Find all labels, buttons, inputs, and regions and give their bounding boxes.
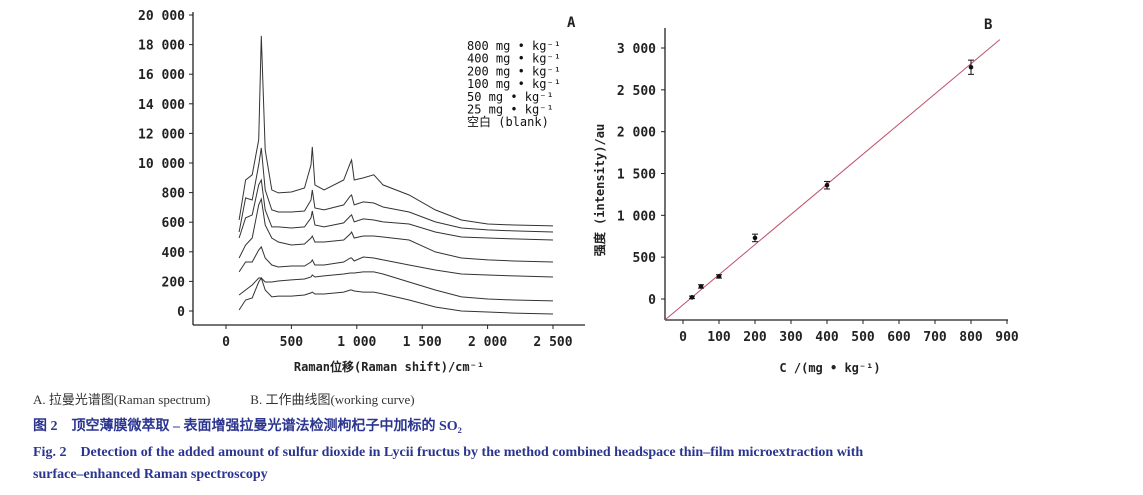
chart-b-x-tick-label: 500	[851, 330, 875, 345]
chart-b-x-tick-label: 200	[743, 330, 767, 345]
chart-a-legend-entry: 200 mg • kg⁻¹	[467, 64, 561, 78]
chart-b-data-point	[824, 182, 830, 188]
chart-b-y-label: 强度 (intensity)/au	[592, 124, 607, 256]
chart-a-y-tick-label: 400	[162, 246, 186, 261]
chart-b-y-tick-label: 2 000	[617, 126, 656, 141]
chart-a-y-tick-label: 0	[177, 305, 185, 320]
chart-a-series-line	[238, 271, 554, 302]
chart-a-x-tick-label: 1 000	[337, 335, 376, 350]
chart-a-y-tick-label: 600	[162, 216, 186, 231]
chart-a-y-tick-label: 200	[162, 275, 186, 290]
chart-b-data-point	[689, 295, 695, 300]
chart-a-legend-entry: 400 mg • kg⁻¹	[467, 52, 561, 66]
chart-b-x-tick-label: 100	[707, 330, 731, 345]
caption-sub-b: B. 工作曲线图(working curve)	[250, 392, 415, 407]
chart-b-y-tick-label: 500	[633, 251, 657, 266]
chart-b-x-tick-label: 800	[959, 330, 983, 345]
chart-b-working-curve: B C /(mg • kg⁻¹) 强度 (intensity)/au 0 100 2…	[592, 17, 1019, 375]
caption-title-cn: 图 2 顶空薄膜微萃取 – 表面增强拉曼光谱法检测枸杞子中加标的 SO₂	[33, 419, 462, 434]
chart-a-panel-label: A	[567, 15, 576, 31]
chart-b-data-point	[716, 274, 722, 279]
chart-b-x-tick-label: 900	[995, 330, 1019, 345]
chart-b-data-point	[752, 235, 758, 241]
chart-b-y-tick-label: 0	[648, 293, 656, 308]
chart-a-legend-entry: 50 mg • kg⁻¹	[467, 90, 554, 104]
chart-a-x-tick-label: 0	[222, 335, 230, 350]
chart-a-y-tick-label: 18 000	[138, 39, 185, 54]
chart-a-series-line	[238, 178, 554, 241]
chart-b-fit-line	[664, 39, 1001, 321]
chart-a-series-line	[238, 35, 554, 227]
chart-a-y-tick-label: 20 000	[138, 9, 185, 24]
chart-b-x-tick-label: 400	[815, 330, 839, 345]
chart-b-panel-label: B	[984, 17, 992, 33]
caption-title-en-1: Fig. 2 Detection of the added amount of …	[33, 445, 864, 460]
chart-a-legend-entry: 空白 (blank)	[467, 114, 549, 129]
chart-b-x-tick-label: 700	[923, 330, 947, 345]
chart-a-legend-entry: 800 mg • kg⁻¹	[467, 39, 561, 53]
chart-a-series-line	[238, 245, 554, 278]
chart-a-legend-entry: 25 mg • kg⁻¹	[467, 103, 554, 117]
chart-b-x-label: C /(mg • kg⁻¹)	[779, 361, 880, 375]
chart-a-series-line	[238, 147, 554, 233]
chart-a-x-tick-label: 1 500	[403, 335, 442, 350]
chart-a-series-line	[238, 197, 554, 263]
chart-a-x-tick-label: 500	[280, 335, 304, 350]
chart-a-y-tick-label: 12 000	[138, 127, 185, 142]
chart-b-x-tick-label: 300	[779, 330, 803, 345]
chart-a-raman-spectrum: A Raman位移(Raman shift)/cm⁻¹ 800 mg • kg⁻…	[138, 9, 585, 374]
chart-b-y-tick-label: 2 500	[617, 84, 656, 99]
chart-b-x-tick-label: 0	[679, 330, 687, 345]
chart-b-y-tick-label: 3 000	[617, 42, 656, 57]
chart-a-y-tick-label: 14 000	[138, 98, 185, 113]
caption-sub-a: A. 拉曼光谱图(Raman spectrum)	[33, 392, 211, 407]
chart-b-y-tick-label: 1 000	[617, 209, 656, 224]
chart-a-x-label: Raman位移(Raman shift)/cm⁻¹	[294, 359, 484, 374]
caption-subpanels: A. 拉曼光谱图(Raman spectrum) B. 工作曲线图(working…	[33, 389, 415, 408]
chart-b-data-point	[698, 284, 704, 289]
chart-a-x-tick-label: 2 500	[533, 335, 572, 350]
chart-a-x-tick-label: 2 000	[468, 335, 507, 350]
chart-a-y-tick-label: 800	[162, 187, 186, 202]
chart-b-x-tick-label: 600	[887, 330, 911, 345]
chart-a-series-line	[238, 276, 554, 315]
chart-b-y-tick-label: 1 500	[617, 168, 656, 183]
chart-b-data-point	[968, 64, 974, 70]
caption-title-en-2: surface–enhanced Raman spectroscopy	[33, 467, 268, 482]
chart-a-y-tick-label: 16 000	[138, 68, 185, 83]
chart-a-legend-entry: 100 mg • kg⁻¹	[467, 77, 561, 91]
chart-a-y-tick-label: 10 000	[138, 157, 185, 172]
